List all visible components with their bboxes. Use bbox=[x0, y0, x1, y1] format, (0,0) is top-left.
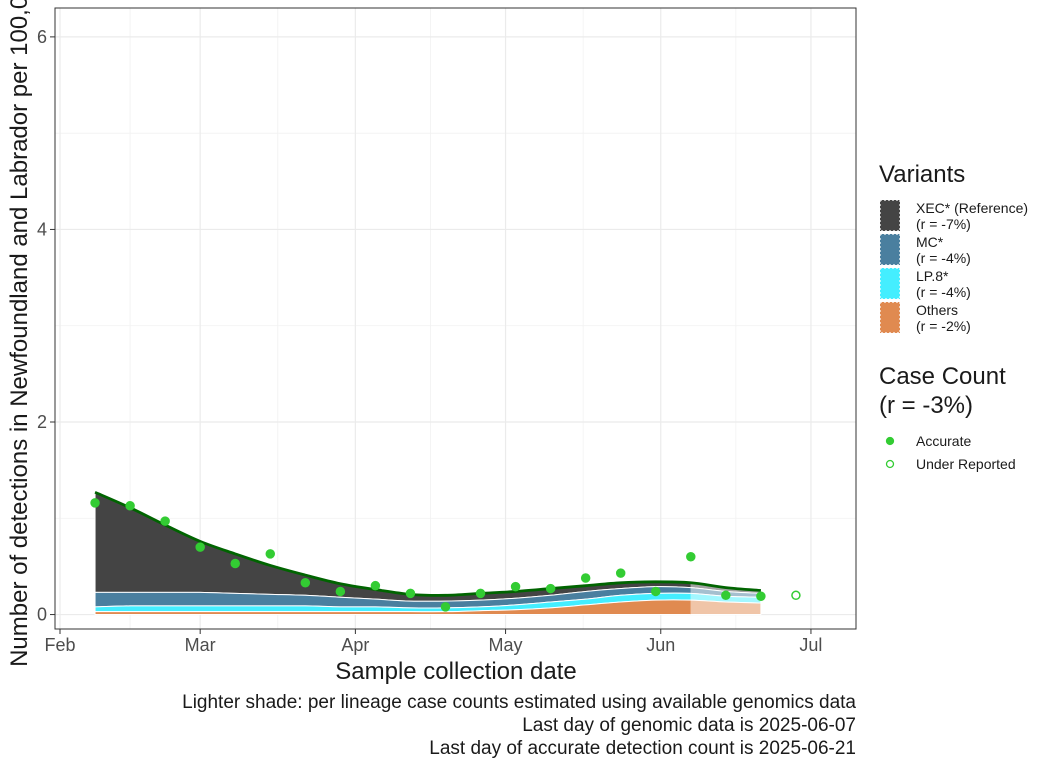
legend-case-symbol bbox=[885, 459, 895, 469]
case-point-accurate bbox=[580, 573, 591, 583]
case-point-accurate bbox=[265, 549, 276, 559]
legend-variant-label: XEC* (Reference) bbox=[916, 200, 1028, 216]
case-point-accurate bbox=[475, 588, 486, 599]
case-point-accurate bbox=[195, 542, 205, 552]
legend: Variants XEC* (Reference)(r = -7%)MC*(r … bbox=[879, 161, 1028, 472]
case-point-accurate bbox=[721, 590, 731, 601]
legend-variant-growth: (r = -2%) bbox=[916, 318, 971, 334]
case-point-accurate bbox=[545, 583, 556, 594]
caption-line-1: Lighter shade: per lineage case counts e… bbox=[182, 692, 856, 713]
x-tick-label: Feb bbox=[44, 635, 75, 655]
legend-variant-label: MC* bbox=[916, 234, 944, 250]
case-point-accurate bbox=[230, 558, 240, 569]
case-point-accurate bbox=[615, 568, 626, 578]
case-point-accurate bbox=[405, 588, 416, 599]
case-point-under-reported bbox=[791, 590, 801, 601]
case-point-accurate bbox=[300, 578, 311, 588]
case-point-accurate bbox=[756, 591, 766, 602]
legend-swatch bbox=[879, 233, 901, 266]
plot-panel bbox=[55, 8, 856, 629]
case-point-accurate bbox=[160, 516, 170, 526]
area-others bbox=[94, 599, 691, 616]
y-tick-label: 0 bbox=[37, 605, 47, 625]
caption: Lighter shade: per lineage case counts e… bbox=[182, 692, 856, 759]
legend-variant-growth: (r = -4%) bbox=[916, 284, 971, 300]
case-point-accurate bbox=[440, 602, 451, 612]
x-tick-label: Jun bbox=[646, 635, 675, 655]
legend-variant-label: LP.8* bbox=[916, 268, 949, 284]
case-point-accurate bbox=[125, 501, 135, 511]
legend-variants: XEC* (Reference)(r = -7%)MC*(r = -4%)LP.… bbox=[879, 199, 1028, 334]
legend-case-symbol bbox=[885, 436, 895, 446]
legend-variant-growth: (r = -4%) bbox=[916, 250, 971, 266]
y-tick-label: 2 bbox=[37, 412, 47, 432]
total-count-line bbox=[94, 490, 761, 597]
area-others-estimated bbox=[690, 599, 762, 616]
legend-case-label: Accurate bbox=[916, 433, 971, 449]
legend-variant-growth: (r = -7%) bbox=[916, 216, 971, 232]
variant-areas bbox=[94, 491, 762, 616]
legend-swatch bbox=[879, 267, 901, 300]
legend-swatch bbox=[879, 199, 901, 232]
case-point-accurate bbox=[90, 498, 100, 508]
x-axis: Feb Mar Apr May Jun Jul bbox=[44, 629, 822, 655]
x-tick-label: Apr bbox=[341, 635, 369, 655]
x-tick-label: May bbox=[489, 635, 523, 655]
caption-line-3: Last day of accurate detection count is … bbox=[429, 738, 856, 759]
plot-border bbox=[54, 7, 857, 630]
case-points bbox=[90, 498, 801, 612]
x-axis-title: Sample collection date bbox=[335, 658, 576, 685]
y-tick-label: 6 bbox=[37, 27, 47, 47]
legend-case-label: Under Reported bbox=[916, 456, 1016, 472]
legend-case-title: Case Count bbox=[879, 363, 1006, 390]
caption-line-2: Last day of genomic data is 2025-06-07 bbox=[522, 715, 856, 736]
legend-variants-title: Variants bbox=[879, 161, 965, 188]
case-point-accurate bbox=[686, 552, 696, 562]
case-point-accurate bbox=[651, 586, 661, 597]
y-tick-label: 4 bbox=[37, 219, 47, 239]
x-tick-label: Mar bbox=[185, 635, 216, 655]
case-point-accurate bbox=[370, 580, 381, 591]
y-axis: 0 2 4 6 bbox=[37, 27, 55, 625]
x-tick-label: Jul bbox=[799, 635, 822, 655]
legend-case-subtitle: (r = -3%) bbox=[879, 392, 973, 419]
legend-variant-label: Others bbox=[916, 302, 958, 318]
legend-cases: Accurate Under Reported bbox=[885, 433, 1016, 472]
case-point-accurate bbox=[335, 586, 346, 597]
case-point-accurate bbox=[510, 581, 521, 592]
total-line bbox=[94, 490, 761, 597]
legend-swatch bbox=[879, 301, 901, 334]
y-axis-title: Number of detections in Newfoundland and… bbox=[6, 0, 33, 667]
